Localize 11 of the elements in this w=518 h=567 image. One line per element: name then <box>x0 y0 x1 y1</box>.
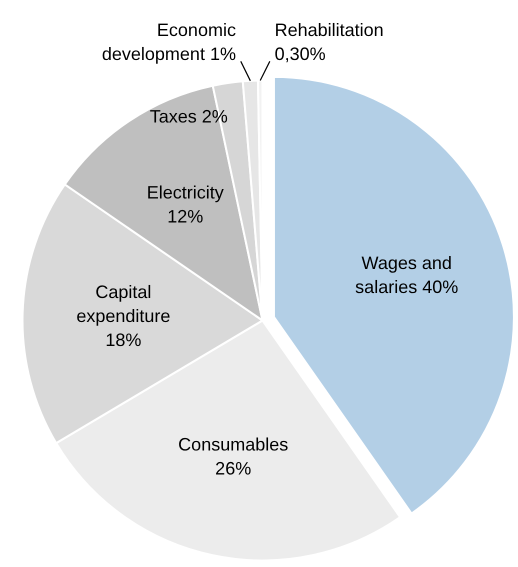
slice-label: Wages and salaries 40% <box>355 253 458 298</box>
data-label: 12% <box>167 206 204 227</box>
slice-label: Consumables <box>178 434 288 455</box>
slice-label: Taxes 2% <box>150 106 228 126</box>
data-label: 18% <box>105 330 142 350</box>
data-label: 0,30% <box>274 44 326 64</box>
slice-label: Capital expenditure <box>76 282 170 326</box>
data-label: 26% <box>215 458 252 479</box>
slice-label: Electricity <box>146 182 224 203</box>
slice-label: Economic development 1% <box>102 20 236 64</box>
slice-label: Rehabilitation <box>274 20 384 40</box>
